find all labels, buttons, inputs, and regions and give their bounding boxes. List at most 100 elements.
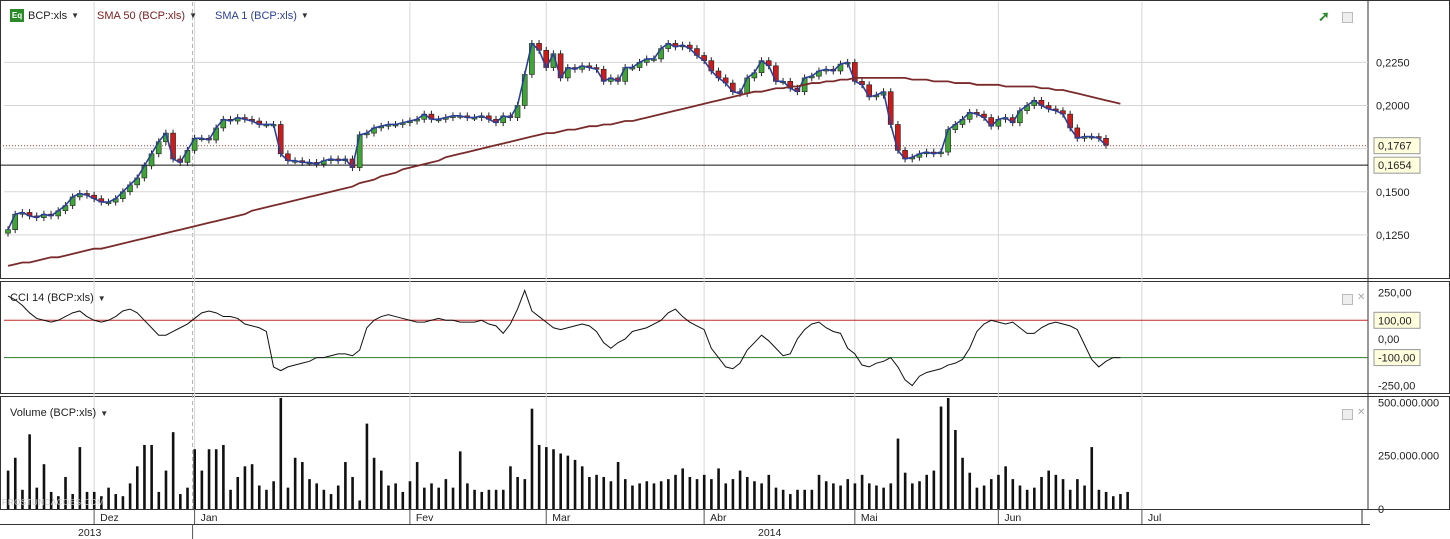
volume-bar bbox=[509, 466, 512, 509]
volume-bar bbox=[1126, 491, 1129, 509]
volume-bar bbox=[588, 476, 591, 509]
maximize-panel-icon[interactable] bbox=[1342, 294, 1353, 305]
maximize-panel-icon[interactable] bbox=[1342, 409, 1353, 420]
volume-bar bbox=[695, 479, 699, 509]
support-price-label: 0,1654 bbox=[1378, 160, 1412, 172]
volume-bar bbox=[494, 489, 498, 509]
maximize-panel-icon[interactable] bbox=[1342, 12, 1353, 23]
cci-selector[interactable]: CCI 14 (BCP:xls) ▼ bbox=[10, 292, 106, 304]
chevron-down-icon[interactable]: ▼ bbox=[71, 11, 80, 20]
volume-bar bbox=[824, 481, 828, 509]
volume-bar bbox=[21, 489, 24, 509]
volume-bar bbox=[214, 449, 218, 509]
sma50-label: SMA 50 (BCP:xls) bbox=[97, 9, 186, 22]
sma50-selector[interactable]: SMA 50 (BCP:xls) ▼ bbox=[97, 10, 197, 22]
panel-frame bbox=[0, 281, 1450, 394]
volume-bar bbox=[336, 485, 340, 509]
volume-bar bbox=[616, 462, 620, 509]
chevron-down-icon[interactable]: ▼ bbox=[300, 11, 309, 20]
chevron-down-icon[interactable]: ▼ bbox=[97, 293, 106, 303]
chevron-down-icon[interactable]: ▼ bbox=[189, 11, 197, 20]
volume-bar bbox=[817, 474, 821, 509]
trend-up-icon[interactable]: ➚ bbox=[1318, 8, 1330, 24]
close-icon[interactable]: ✕ bbox=[1357, 292, 1366, 303]
volume-bar bbox=[667, 479, 670, 509]
volume-bar bbox=[114, 494, 118, 509]
cci-tick-label: 250,00 bbox=[1378, 287, 1412, 299]
volume-bar bbox=[423, 487, 426, 509]
volume-bar bbox=[1018, 485, 1022, 509]
volume-bar bbox=[1104, 491, 1108, 509]
price-panel-header: Eq BCP:xls ▼ SMA 50 (BCP:xls) ▼ SMA 1 (B… bbox=[10, 9, 309, 22]
volume-bar bbox=[595, 474, 598, 509]
volume-bar bbox=[257, 485, 261, 509]
volume-bar bbox=[501, 489, 505, 509]
volume-bar bbox=[911, 483, 914, 509]
volume-bar bbox=[42, 464, 46, 509]
volume-bar bbox=[171, 432, 175, 509]
volume-bar bbox=[631, 485, 634, 509]
volume-bar bbox=[35, 487, 39, 509]
volume-bar bbox=[179, 494, 182, 509]
volume-bar bbox=[379, 470, 383, 509]
volume-bar bbox=[301, 462, 304, 509]
symbol-selector[interactable]: Eq BCP:xls ▼ bbox=[10, 9, 79, 22]
cci-band-label: 100,00 bbox=[1378, 315, 1412, 327]
volume-bar bbox=[473, 489, 476, 509]
volume-bar bbox=[939, 406, 943, 509]
volume-bar bbox=[150, 444, 153, 509]
sma50-line bbox=[7, 77, 1121, 267]
volume-bar bbox=[832, 483, 835, 509]
volume-selector[interactable]: Volume (BCP:xls) ▼ bbox=[10, 407, 108, 419]
cci-panel-header: CCI 14 (BCP:xls) ▼ bbox=[10, 292, 106, 304]
volume-bar bbox=[846, 479, 850, 509]
volume-bar bbox=[250, 464, 254, 509]
volume-bar bbox=[85, 491, 89, 509]
volume-bar bbox=[1004, 466, 1007, 509]
volume-bar bbox=[358, 500, 362, 509]
volume-bar bbox=[365, 423, 369, 509]
year-label: 2014 bbox=[758, 527, 782, 539]
volume-bar bbox=[975, 487, 979, 509]
volume-bar bbox=[882, 487, 885, 509]
symbol-label: BCP:xls bbox=[28, 9, 68, 22]
volume-bar bbox=[387, 485, 390, 509]
cci-tick-label: 0,00 bbox=[1378, 334, 1399, 346]
close-icon[interactable]: ✕ bbox=[1357, 407, 1366, 418]
volume-bar bbox=[186, 487, 189, 509]
volume-bar bbox=[946, 398, 950, 509]
month-label: Mai bbox=[861, 512, 878, 524]
volume-bar bbox=[559, 453, 562, 509]
sma1-selector[interactable]: SMA 1 (BCP:xls) ▼ bbox=[215, 10, 309, 22]
month-label: Abr bbox=[710, 512, 727, 524]
volume-bar bbox=[810, 489, 814, 509]
volume-bar bbox=[989, 479, 993, 509]
volume-bar bbox=[516, 476, 519, 509]
chevron-down-icon[interactable]: ▼ bbox=[100, 408, 109, 418]
month-label: Mar bbox=[552, 512, 571, 524]
volume-bar bbox=[860, 474, 864, 509]
month-label: Dez bbox=[100, 512, 119, 524]
volume-bar bbox=[652, 483, 656, 509]
volume-bar bbox=[64, 476, 67, 509]
volume-panel-header: Volume (BCP:xls) ▼ bbox=[10, 407, 108, 419]
volume-bar bbox=[1054, 474, 1058, 509]
volume-bar bbox=[738, 470, 742, 509]
volume-bar bbox=[903, 472, 907, 509]
volume-tick-label: 500.000.000 bbox=[1378, 397, 1439, 409]
volume-bar bbox=[121, 496, 125, 509]
volume-bar bbox=[566, 455, 570, 509]
volume-bar bbox=[207, 449, 211, 509]
candle-up bbox=[5, 229, 11, 234]
volume-bar bbox=[57, 496, 60, 509]
volume-bar bbox=[659, 481, 663, 509]
price-tick-label: 0,2250 bbox=[1376, 57, 1410, 69]
volume-bar bbox=[6, 470, 10, 509]
volume-bar bbox=[623, 479, 627, 509]
volume-bar bbox=[602, 476, 606, 509]
volume-bar bbox=[157, 491, 161, 509]
volume-bar bbox=[466, 483, 469, 509]
month-label: Jun bbox=[1004, 512, 1021, 524]
last-price-label: 0,1767 bbox=[1378, 141, 1412, 153]
